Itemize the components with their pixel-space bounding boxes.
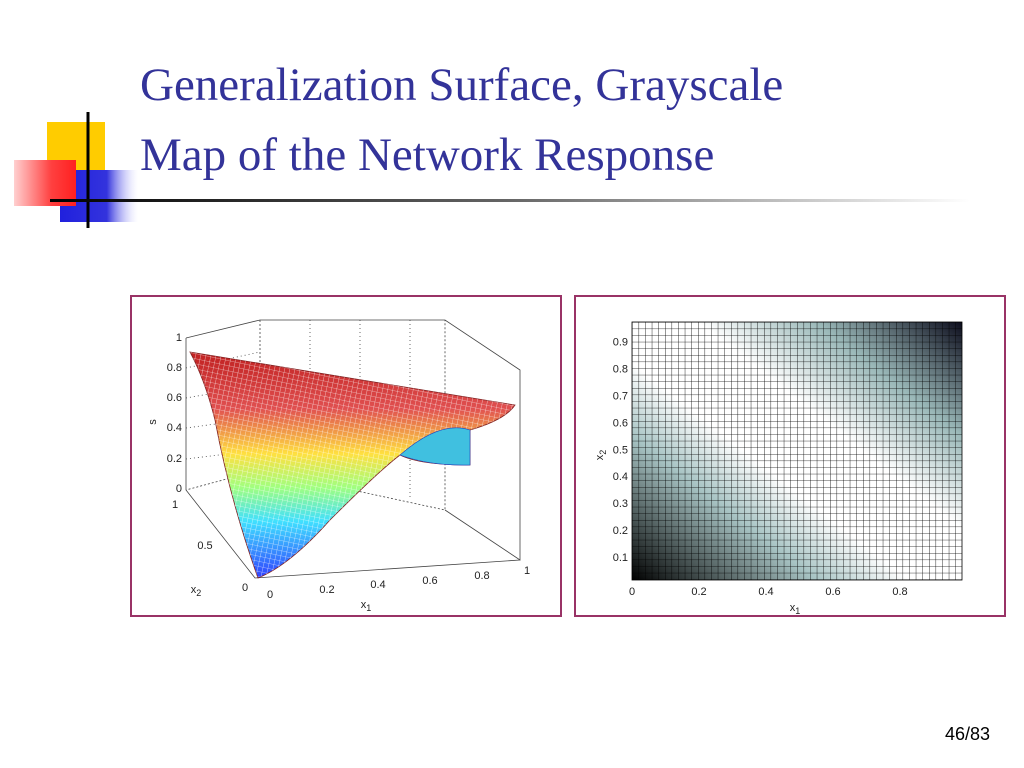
map-x-axis-label-sub: 1	[795, 606, 800, 616]
x-axis-label-base: x	[361, 599, 367, 611]
x-tick-label: 0.2	[319, 584, 334, 596]
y-tick-label: 0.4	[613, 471, 628, 483]
z-tick-label: 1	[176, 332, 182, 344]
map-grid	[631, 321, 963, 581]
y-tick-label: 0.2	[613, 525, 628, 537]
x-tick-label: 0.6	[422, 575, 437, 587]
x-tick-label: 0.8	[474, 570, 489, 582]
title-line: Generalization Surface, Grayscale	[140, 59, 784, 111]
y-tick-label: 0	[242, 582, 248, 594]
y-axis-label-base: x	[191, 584, 197, 596]
y-tick-label: 0.7	[613, 391, 628, 403]
map-y-axis-label: x2	[594, 450, 608, 461]
x-tick-label: 0.4	[758, 586, 773, 598]
title-rule	[50, 199, 970, 202]
surface-mesh	[190, 352, 515, 578]
logo-red	[14, 160, 76, 206]
y-axis-label: x2	[191, 584, 202, 598]
y-tick-label: 0.1	[613, 552, 628, 564]
y-tick-label: 1	[172, 499, 178, 511]
x-tick-label: 0.8	[892, 586, 907, 598]
y-tick-label: 0.5	[613, 444, 628, 456]
map-x-axis-label-base: x	[790, 602, 796, 614]
surface-underside	[399, 427, 471, 466]
x-axis-label-sub: 1	[366, 603, 371, 613]
y-tick-label: 0.6	[613, 417, 628, 429]
y-tick-label: 0.8	[613, 364, 628, 376]
y-tick-label: 0.5	[197, 540, 212, 552]
map-y-axis-label-sub: 2	[598, 450, 608, 455]
x-tick-label: 0	[267, 589, 273, 601]
slide-title: Generalization Surface, Grayscale Map of…	[140, 50, 783, 190]
z-tick-label: 0.2	[167, 453, 182, 465]
z-tick-label: 0.6	[167, 392, 182, 404]
z-tick-label: 0.8	[167, 362, 182, 374]
x-axis-label: x1	[361, 599, 372, 613]
map-x-axis-label: x1	[790, 602, 801, 616]
map-y-axis-label-base: x	[594, 454, 606, 460]
page-number: 46/83	[944, 724, 990, 744]
x-tick-label: 0	[629, 586, 635, 598]
z-axis-label: s	[147, 419, 159, 425]
y-axis-label-sub: 2	[196, 588, 201, 598]
y-tick-label: 0.9	[613, 337, 628, 349]
z-tick-label: 0	[176, 483, 182, 495]
title-line: Map of the Network Response	[140, 129, 715, 181]
x-tick-label: 1	[524, 565, 530, 577]
x-tick-label: 0.2	[691, 586, 706, 598]
y-tick-label: 0.3	[613, 498, 628, 510]
z-tick-label: 0.4	[167, 422, 182, 434]
x-tick-label: 0.4	[370, 579, 385, 591]
x-tick-label: 0.6	[825, 586, 840, 598]
